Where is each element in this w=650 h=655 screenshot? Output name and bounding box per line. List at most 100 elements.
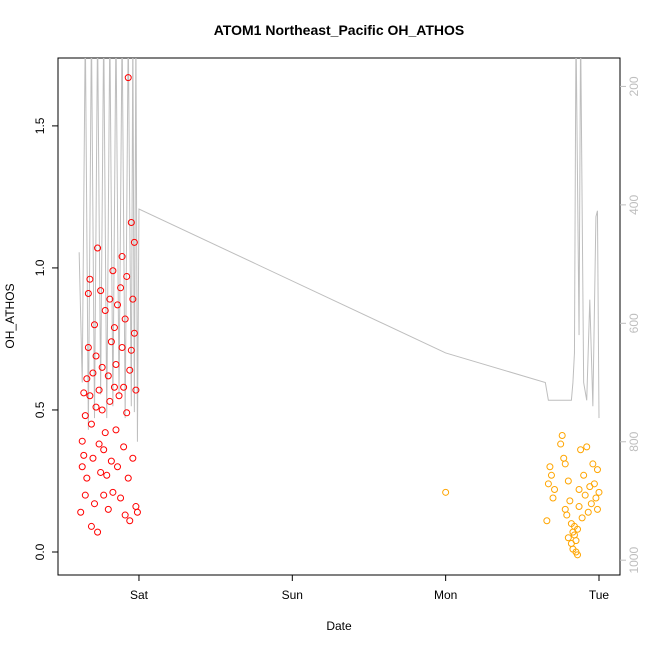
x-tick-label: Sat — [130, 588, 149, 602]
point — [126, 366, 134, 374]
point — [95, 440, 103, 448]
point — [112, 361, 120, 369]
point — [86, 392, 94, 400]
point — [107, 338, 115, 346]
point — [129, 454, 137, 462]
point — [118, 343, 126, 351]
point — [543, 517, 551, 525]
x-tick-label: Tue — [589, 588, 610, 602]
point — [84, 289, 92, 297]
point — [564, 534, 572, 542]
point — [94, 244, 102, 252]
point — [100, 491, 108, 499]
point — [90, 321, 98, 329]
point — [100, 446, 108, 454]
point — [92, 403, 100, 411]
point — [126, 517, 134, 525]
point — [77, 508, 85, 516]
point — [123, 272, 131, 280]
point — [104, 505, 112, 513]
point — [580, 471, 588, 479]
point — [592, 494, 600, 502]
point — [103, 471, 111, 479]
point — [561, 460, 569, 468]
point — [551, 485, 559, 493]
point — [81, 491, 89, 499]
point — [129, 295, 137, 303]
point — [97, 287, 105, 295]
point — [80, 389, 88, 397]
point — [95, 386, 103, 394]
x-tick-label: Mon — [434, 588, 457, 602]
point — [127, 346, 135, 354]
point — [117, 494, 125, 502]
point — [132, 503, 140, 511]
point — [113, 463, 121, 471]
point — [590, 480, 598, 488]
point — [87, 420, 95, 428]
y2-tick-label: 400 — [627, 195, 641, 215]
x-axis-label: Date — [326, 619, 352, 633]
point — [577, 446, 585, 454]
point — [80, 451, 88, 459]
plot-area — [77, 58, 603, 559]
point — [121, 315, 129, 323]
point — [130, 238, 138, 246]
point — [89, 369, 97, 377]
point — [127, 218, 135, 226]
point — [101, 429, 109, 437]
y-tick-label: 1.5 — [33, 117, 47, 134]
point — [124, 74, 132, 82]
point — [106, 397, 114, 405]
point — [544, 480, 552, 488]
point — [566, 497, 574, 505]
point — [546, 463, 554, 471]
point — [120, 383, 128, 391]
point — [81, 412, 89, 420]
y2-tick-label: 200 — [627, 76, 641, 96]
point — [98, 363, 106, 371]
point — [115, 392, 123, 400]
point — [87, 522, 95, 530]
point — [589, 460, 597, 468]
y-axis-label: OH_ATHOS — [3, 283, 17, 348]
point — [574, 551, 582, 559]
point — [123, 409, 131, 417]
chart-title: ATOM1 Northeast_Pacific OH_ATHOS — [214, 22, 465, 38]
point — [578, 514, 586, 522]
pressure-line — [78, 58, 600, 442]
point — [442, 488, 450, 496]
point — [133, 508, 141, 516]
y2-tick-label: 1000 — [627, 547, 641, 574]
point — [110, 383, 118, 391]
point — [94, 528, 102, 536]
y2-tick-label: 600 — [627, 313, 641, 333]
point — [92, 352, 100, 360]
point — [124, 474, 132, 482]
point — [107, 457, 115, 465]
point — [593, 466, 601, 474]
y-tick-label: 0.5 — [33, 401, 47, 418]
point — [563, 511, 571, 519]
point — [120, 443, 128, 451]
point — [78, 463, 86, 471]
point — [587, 500, 595, 508]
point — [575, 485, 583, 493]
point — [97, 468, 105, 476]
point — [101, 307, 109, 315]
point — [549, 494, 557, 502]
point — [557, 440, 565, 448]
point — [89, 454, 97, 462]
point — [132, 386, 140, 394]
point — [109, 267, 117, 275]
y-tick-label: 1.0 — [33, 259, 47, 276]
point — [78, 437, 86, 445]
plot-frame — [57, 57, 621, 576]
point — [104, 372, 112, 380]
point — [593, 505, 601, 513]
point — [595, 488, 603, 496]
point — [121, 511, 129, 519]
point — [561, 505, 569, 513]
point — [112, 426, 120, 434]
